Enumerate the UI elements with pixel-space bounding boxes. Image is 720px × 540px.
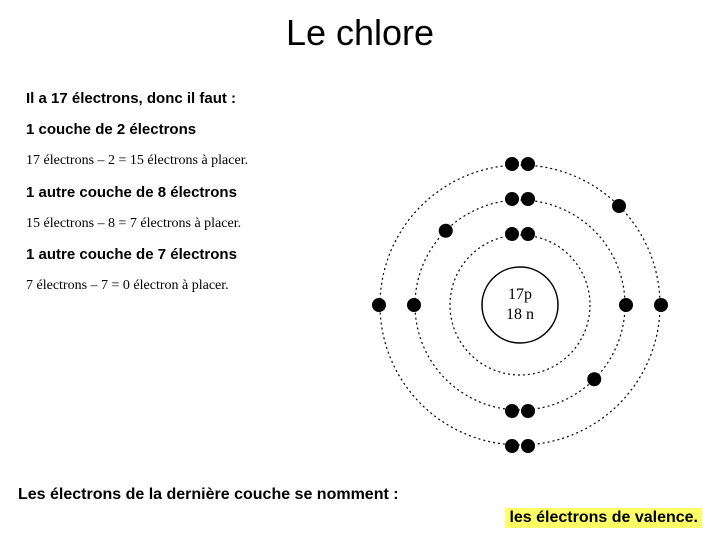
intro-line: Il a 17 électrons, donc il faut : xyxy=(26,90,326,107)
shell2-line: 1 autre couche de 8 électrons xyxy=(26,184,326,201)
page-title: Le chlore xyxy=(0,12,720,54)
shell3-line: 1 autre couche de 7 électrons xyxy=(26,246,326,263)
footer-label: Les électrons de la dernière couche se n… xyxy=(18,486,399,504)
svg-text:17p: 17p xyxy=(508,286,532,303)
calc3-line: 7 électrons – 7 = 0 électron à placer. xyxy=(26,277,326,295)
calc1-line: 17 électrons – 2 = 15 électrons à placer… xyxy=(26,152,326,170)
calc2-line: 15 électrons – 8 = 7 électrons à placer. xyxy=(26,215,326,233)
text-column: Il a 17 électrons, donc il faut : 1 couc… xyxy=(26,90,326,309)
shell1-line: 1 couche de 2 électrons xyxy=(26,121,326,138)
atom-diagram: 17p 18 n xyxy=(340,140,700,470)
svg-text:18 n: 18 n xyxy=(506,306,534,323)
valence-highlight: les électrons de valence. xyxy=(505,508,702,528)
